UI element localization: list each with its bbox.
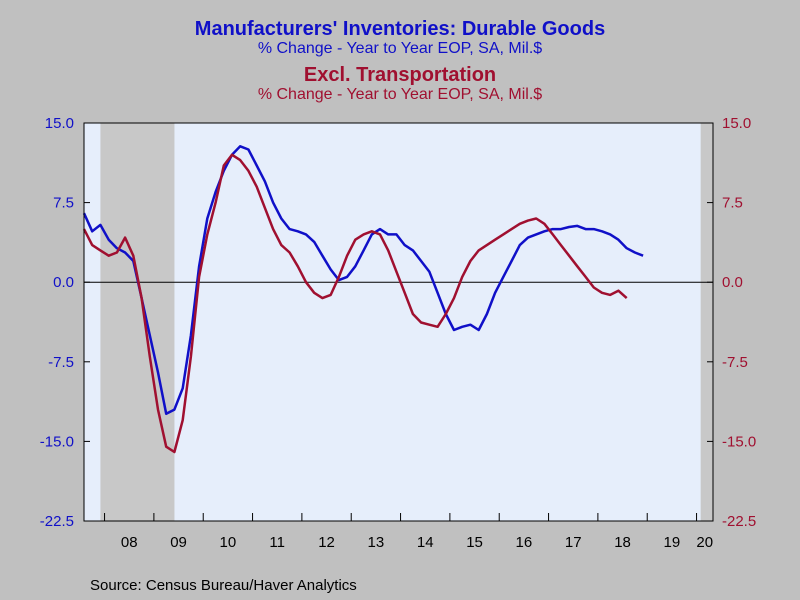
y-tick-label-left: -22.5 [40,513,74,530]
chart-subtitle-2: % Change - Year to Year EOP, SA, Mil.$ [257,86,543,103]
x-tick-label: 16 [516,534,533,551]
plot-area [84,123,713,521]
x-tick-label: 14 [417,534,434,551]
y-tick-label-right: -22.5 [722,513,756,530]
recession-shade [700,123,713,521]
x-tick-label: 19 [664,534,681,551]
series-line-excl-transportation [82,153,628,454]
y-tick-label-left: -7.5 [48,354,74,371]
y-tick-label-left: -15.0 [40,433,74,450]
x-tick-label: 15 [466,534,483,551]
y-tick-label-left: 7.5 [53,195,74,212]
x-tick-label: 12 [318,534,335,551]
x-tick-label: 20 [696,534,713,551]
x-tick-label: 13 [368,534,385,551]
y-tick-label-right: 15.0 [722,115,751,132]
y-tick-label-left: 15.0 [45,115,74,132]
y-tick-label-left: 0.0 [53,274,74,291]
plot-frame [83,122,714,522]
x-tick-label: 18 [614,534,631,551]
x-tick-label: 17 [565,534,582,551]
x-tick-label: 11 [269,534,285,551]
y-tick-label-right: -15.0 [722,433,756,450]
y-tick-label-right: 0.0 [722,274,743,291]
x-tick-label: 10 [220,534,237,551]
y-tick-label-right: -7.5 [722,354,748,371]
x-tick-label: 09 [170,534,187,551]
chart-title-1: Manufacturers' Inventories: Durable Good… [194,18,606,40]
y-tick-label-right: 7.5 [722,195,743,212]
chart-subtitle-1: % Change - Year to Year EOP, SA, Mil.$ [257,40,543,57]
chart-title-2: Excl. Transportation [303,64,497,86]
recession-shade [100,123,175,521]
source-note: Source: Census Bureau/Haver Analytics [90,577,357,594]
x-tick-label: 08 [121,534,138,551]
